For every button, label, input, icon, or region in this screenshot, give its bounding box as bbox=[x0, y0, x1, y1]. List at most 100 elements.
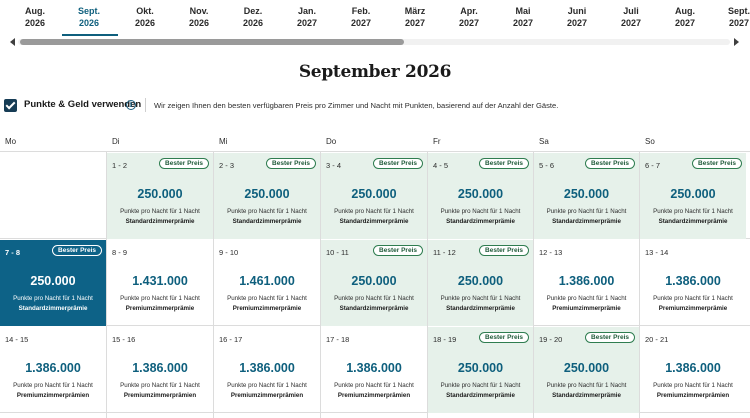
calendar-day-cell[interactable]: 20 - 21 1.386.000 Punkte pro Nacht für 1 N… bbox=[640, 327, 746, 413]
calendar-day-cell[interactable]: 19 - 20 Bester Preis 250.000 Punkte pro Nac… bbox=[534, 327, 639, 413]
month-name: Mai bbox=[515, 6, 531, 16]
date-range: 3 - 4 bbox=[326, 161, 342, 170]
month-year: 2027 bbox=[674, 18, 696, 28]
calendar-day-cell[interactable]: 7 - 8 Bester Preis 250.000 Punkte pro Nacht… bbox=[0, 240, 106, 326]
points-price: 1.386.000 bbox=[239, 361, 295, 375]
weekday-label: So bbox=[645, 137, 655, 146]
room-type: Standardzimmerprämie bbox=[125, 218, 195, 225]
per-night-label: Punkte pro Nacht für 1 Nacht bbox=[546, 295, 627, 302]
calendar-day-cell[interactable]: 2 - 3 Bester Preis 250.000 Punkte pro Nacht… bbox=[214, 153, 320, 239]
room-type: Premiumzimmerprämien bbox=[123, 392, 197, 399]
weekday-label: Mo bbox=[5, 137, 17, 146]
calendar-day-cell[interactable]: 5 - 6 Bester Preis 250.000 Punkte pro Nacht… bbox=[534, 153, 639, 239]
best-price-badge: Bester Preis bbox=[692, 158, 742, 169]
scroll-left-arrow-icon[interactable] bbox=[10, 38, 15, 46]
calendar-day-cell[interactable]: 11 - 12 Bester Preis 250.000 Punkte pro Nac… bbox=[428, 240, 533, 326]
per-night-label: Punkte pro Nacht für 1 Nacht bbox=[334, 295, 414, 302]
month-tab[interactable]: Okt. 2026 bbox=[118, 5, 172, 29]
info-icon[interactable]: i bbox=[126, 100, 136, 110]
grid-line bbox=[213, 151, 214, 418]
calendar-day-cell[interactable]: 3 - 4 Bester Preis 250.000 Punkte pro Nacht… bbox=[321, 153, 427, 239]
points-money-label[interactable]: Punkte & Geld verwenden bbox=[24, 99, 142, 110]
scrollbar-thumb[interactable] bbox=[20, 39, 404, 45]
grid-line bbox=[0, 151, 750, 152]
points-money-checkbox[interactable] bbox=[4, 99, 17, 112]
room-type: Standardzimmerprämie bbox=[552, 392, 621, 399]
month-name: Juni bbox=[567, 6, 587, 16]
month-year: 2027 bbox=[728, 18, 750, 28]
date-range: 20 - 21 bbox=[645, 335, 669, 344]
month-tab[interactable]: Nov. 2026 bbox=[172, 5, 226, 29]
room-type: Standardzimmerprämie bbox=[446, 218, 515, 225]
calendar-day-cell[interactable]: 6 - 7 Bester Preis 250.000 Punkte pro Nacht… bbox=[640, 153, 746, 239]
per-night-label: Punkte pro Nacht für 1 Nacht bbox=[653, 382, 733, 389]
month-selector: Aug. 2026 Sept. 2026 Okt. 2026 Nov. 2026 Dez. 202… bbox=[0, 0, 750, 36]
calendar-day-cell[interactable]: 8 - 9 1.431.000 Punkte pro Nacht für 1 Nac… bbox=[107, 240, 213, 326]
room-type: Premiumzimmerprämien bbox=[337, 392, 411, 399]
month-tab[interactable]: Sept. 2026 bbox=[62, 5, 116, 29]
month-year: 2026 bbox=[188, 18, 210, 28]
points-price: 250.000 bbox=[457, 187, 504, 201]
date-range: 14 - 15 bbox=[5, 335, 29, 344]
points-price: 1.386.000 bbox=[346, 361, 402, 375]
calendar-day-cell[interactable]: 1 - 2 Bester Preis 250.000 Punkte pro Nacht… bbox=[107, 153, 213, 239]
points-money-description: Wir zeigen Ihnen den besten verfügbaren … bbox=[154, 101, 559, 110]
date-range: 5 - 6 bbox=[539, 161, 555, 170]
points-price: 1.461.000 bbox=[239, 274, 295, 288]
points-price: 1.386.000 bbox=[132, 361, 188, 375]
calendar-day-cell[interactable]: 16 - 17 1.386.000 Punkte pro Nacht für 1 N… bbox=[214, 327, 320, 413]
month-tab[interactable]: Aug. 2027 bbox=[658, 5, 712, 29]
per-night-label: Punkte pro Nacht für 1 Nacht bbox=[120, 208, 200, 215]
month-tab[interactable]: Juli 2027 bbox=[604, 5, 658, 29]
date-range: 11 - 12 bbox=[433, 248, 456, 257]
month-tab[interactable]: Sept. 2027 bbox=[712, 5, 750, 29]
calendar-day-cell[interactable]: 9 - 10 1.461.000 Punkte pro Nacht für 1 Na… bbox=[214, 240, 320, 326]
calendar-day-cell[interactable]: 12 - 13 1.386.000 Punkte pro Nacht für 1 N… bbox=[534, 240, 639, 326]
month-tab[interactable]: Mai 2027 bbox=[496, 5, 550, 29]
grid-line bbox=[427, 151, 428, 418]
month-name: Aug. bbox=[25, 6, 45, 16]
month-scrollbar[interactable] bbox=[0, 36, 750, 49]
points-price: 250.000 bbox=[351, 187, 397, 201]
grid-line bbox=[533, 151, 534, 418]
per-night-label: Punkte pro Nacht für 1 Nacht bbox=[440, 295, 521, 302]
month-tab[interactable]: Jan. 2027 bbox=[280, 5, 334, 29]
points-price: 250.000 bbox=[563, 187, 610, 201]
calendar-day-cell[interactable]: 13 - 14 1.386.000 Punkte pro Nacht für 1 N… bbox=[640, 240, 746, 326]
month-year: 2027 bbox=[512, 18, 534, 28]
room-type: Standardzimmerprämie bbox=[552, 218, 621, 225]
scroll-right-arrow-icon[interactable] bbox=[734, 38, 739, 46]
calendar-day-cell[interactable]: 18 - 19 Bester Preis 250.000 Punkte pro Nac… bbox=[428, 327, 533, 413]
month-tab[interactable]: Dez. 2026 bbox=[226, 5, 280, 29]
per-night-label: Punkte pro Nacht für 1 Nacht bbox=[546, 208, 627, 215]
points-price: 250.000 bbox=[30, 274, 76, 288]
points-price: 250.000 bbox=[244, 187, 290, 201]
calendar-day-cell[interactable]: 15 - 16 1.386.000 Punkte pro Nacht für 1 N… bbox=[107, 327, 213, 413]
month-tab[interactable]: März 2027 bbox=[388, 5, 442, 29]
per-night-label: Punkte pro Nacht für 1 Nacht bbox=[653, 208, 733, 215]
grid-line bbox=[320, 151, 321, 418]
divider bbox=[145, 98, 146, 112]
month-tab[interactable]: Feb. 2027 bbox=[334, 5, 388, 29]
month-tab[interactable]: Aug. 2026 bbox=[8, 5, 62, 29]
per-night-label: Punkte pro Nacht für 1 Nacht bbox=[334, 208, 414, 215]
per-night-label: Punkte pro Nacht für 1 Nacht bbox=[440, 382, 521, 389]
calendar-day-cell[interactable]: 17 - 18 1.386.000 Punkte pro Nacht für 1 N… bbox=[321, 327, 427, 413]
grid-line bbox=[0, 412, 750, 413]
points-price: 1.431.000 bbox=[132, 274, 188, 288]
points-price: 1.386.000 bbox=[665, 361, 721, 375]
selected-month-underline bbox=[62, 34, 118, 36]
per-night-label: Punkte pro Nacht für 1 Nacht bbox=[653, 295, 733, 302]
month-name: Jan. bbox=[297, 6, 316, 16]
month-name: Juli bbox=[623, 6, 639, 16]
calendar-day-cell[interactable]: 10 - 11 Bester Preis 250.000 Punkte pro Nac… bbox=[321, 240, 427, 326]
month-tab[interactable]: Juni 2027 bbox=[550, 5, 604, 29]
best-price-badge: Bester Preis bbox=[373, 158, 423, 169]
calendar-day-cell[interactable]: 14 - 15 1.386.000 Punkte pro Nacht für 1 N… bbox=[0, 327, 106, 413]
calendar-day-cell[interactable]: 4 - 5 Bester Preis 250.000 Punkte pro Nacht… bbox=[428, 153, 533, 239]
month-name: Okt. bbox=[136, 6, 154, 16]
month-tab[interactable]: Apr. 2027 bbox=[442, 5, 496, 29]
per-night-label: Punkte pro Nacht für 1 Nacht bbox=[120, 382, 200, 389]
per-night-label: Punkte pro Nacht für 1 Nacht bbox=[334, 382, 414, 389]
points-price: 1.386.000 bbox=[25, 361, 81, 375]
